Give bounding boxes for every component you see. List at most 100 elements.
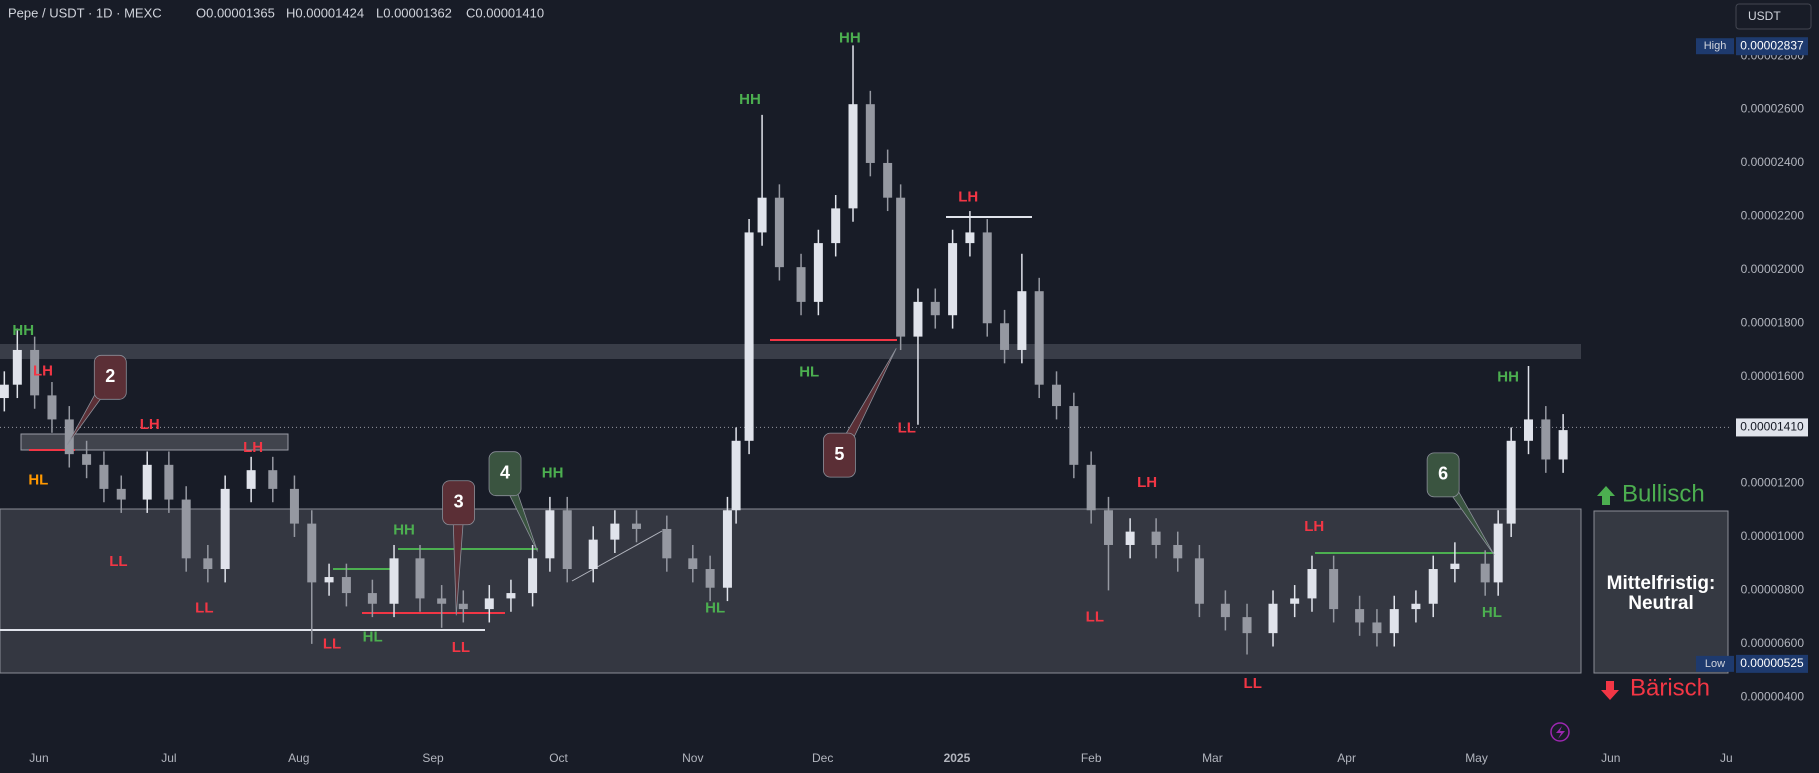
current_price-badge	[1736, 418, 1808, 437]
candle-body	[722, 510, 732, 588]
candle-body	[47, 395, 57, 420]
candle-body	[1017, 291, 1027, 350]
low_marker-badge	[1736, 654, 1808, 673]
candle-body	[1506, 440, 1516, 524]
candle-body	[545, 510, 555, 559]
callout-box	[823, 432, 856, 478]
candle-body	[982, 232, 992, 324]
y-tick-label: 0.00001000	[1741, 529, 1805, 543]
candle-body	[688, 558, 698, 570]
swing-label: LL	[898, 419, 916, 436]
candle-body	[1194, 558, 1204, 604]
candle-body	[12, 349, 22, 385]
candle-body	[705, 569, 715, 588]
y-tick-label: 0.00002200	[1741, 209, 1805, 223]
high_marker-label: 0.00002837	[1740, 38, 1804, 52]
bullish-label: Bullisch	[1622, 480, 1705, 507]
symbol-title: Pepe / USDT · 1D · MEXC	[8, 5, 162, 20]
swing-label: HL	[705, 599, 725, 616]
alert-bolt	[1556, 726, 1565, 739]
x-tick-label: Feb	[1081, 751, 1102, 765]
callout-box	[442, 480, 475, 526]
swing-label: HH	[739, 91, 761, 108]
candle-body	[203, 558, 213, 570]
resistance-band	[0, 344, 1581, 359]
candle-body	[731, 440, 741, 511]
y-tick-label: 0.00002000	[1741, 262, 1805, 276]
zones	[0, 216, 1729, 742]
candle-body	[389, 558, 399, 604]
candle-body	[632, 523, 642, 529]
swing-label: LL	[195, 599, 213, 616]
swing-label: LH	[140, 416, 160, 433]
candle-body	[307, 523, 317, 583]
ohlc-value: O0.00001365	[196, 5, 275, 20]
swing-label: HH	[393, 522, 415, 539]
y-tick-label: 0.00000400	[1741, 689, 1805, 703]
candle-body	[0, 384, 9, 399]
zone-label: Neutral	[1628, 593, 1693, 614]
callout-number: 5	[834, 444, 844, 464]
low_marker-title-bg	[1696, 655, 1734, 672]
swing-label: HL	[1482, 604, 1502, 621]
candle-body	[367, 593, 377, 604]
candle-body	[1541, 419, 1551, 460]
candle-body	[99, 464, 109, 489]
candle-body	[1428, 569, 1438, 604]
y-tick-label: 0.00001200	[1741, 476, 1805, 490]
candle-body	[1523, 419, 1533, 441]
swing-label: HL	[28, 472, 48, 489]
swing-label: LH	[1304, 518, 1324, 535]
y-tick-label: 0.00002600	[1741, 102, 1805, 116]
x-tick-label: Sep	[422, 751, 444, 765]
candle-body	[164, 464, 174, 500]
plot-area	[0, 45, 1732, 655]
candle-body	[1450, 563, 1460, 570]
swing-label: HH	[542, 465, 564, 482]
candle-body	[865, 104, 875, 163]
candle-body	[774, 197, 784, 268]
low_marker-label: 0.00000525	[1740, 656, 1804, 670]
trend-line	[571, 530, 663, 582]
y-tick-label: 0.00000600	[1741, 636, 1805, 650]
candle-body	[796, 267, 806, 302]
candle-body	[896, 197, 906, 337]
ohlc-value: L0.00001362	[376, 5, 452, 20]
candle-body	[1372, 622, 1382, 634]
candle-body	[1086, 464, 1096, 511]
x-axis: Jun Jul Aug Sep Oct Nov Dec 2025 Feb Mar Apr May Jun…	[29, 751, 1735, 765]
currency-button-label[interactable]: USDT	[1748, 9, 1781, 23]
candle-body	[458, 603, 468, 610]
y-tick-label: 0.00001800	[1741, 315, 1805, 329]
candle-body	[1052, 384, 1062, 407]
candle-body	[948, 243, 958, 316]
x-tick-label: Mar	[1202, 751, 1223, 765]
swing-label: HL	[799, 364, 819, 381]
candle-body	[1000, 323, 1010, 350]
swing-label: LL	[109, 553, 127, 570]
candle-body	[1480, 563, 1490, 583]
candle-body	[437, 598, 447, 604]
candle-body	[268, 470, 278, 489]
overlay: HH LH HL LH LL LL LH LL HL HH LL HH HL HH HH HL LL LH LH LL…	[12, 29, 1715, 701]
zone-label-box	[1593, 510, 1729, 674]
x-tick-label: Aug	[288, 751, 309, 765]
candle-body	[813, 243, 823, 302]
candle-body	[116, 488, 126, 500]
candle-body	[1307, 569, 1317, 599]
candle-body	[181, 499, 191, 559]
candle-body	[142, 464, 152, 500]
candle-body	[1355, 609, 1365, 623]
currency-button[interactable]	[1735, 3, 1812, 30]
candle-body	[1290, 598, 1300, 604]
candle-body	[757, 197, 767, 233]
swing-label: HH	[1497, 368, 1519, 385]
candle-body	[1558, 430, 1568, 460]
candle-body	[610, 523, 620, 540]
alert-icon[interactable]	[1550, 722, 1570, 742]
x-tick-label: Jul	[1720, 751, 1735, 765]
candle-body	[1493, 523, 1503, 583]
callout-number: 3	[454, 491, 464, 511]
